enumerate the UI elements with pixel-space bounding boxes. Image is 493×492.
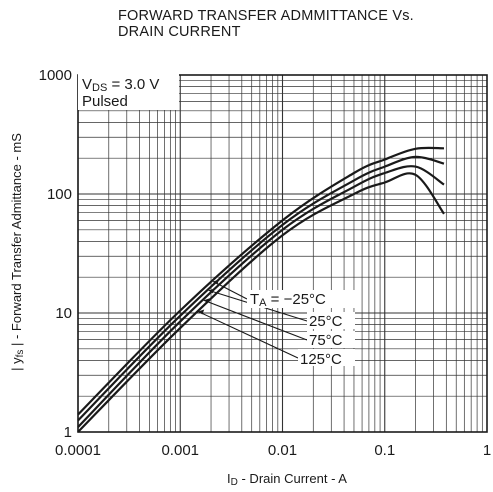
series-label-125c: 125°C [300,351,342,368]
legend-leader-line [212,280,248,300]
condition-vds: VDS = 3.0 V [82,76,159,94]
conditions-box [78,74,179,110]
x-tick-label: 0.001 [161,442,199,459]
y-tick-label: 10 [55,305,72,322]
plot-grid [77,75,487,433]
series-line-125c [77,172,445,433]
series-label-75c: 75°C [309,332,343,349]
x-tick-labels: 0.0001 0.001 0.01 0.1 1 [55,442,491,459]
series-label-bg-3 [298,349,355,366]
x-tick-label: 0.0001 [55,442,101,459]
series-label-bg-2 [307,331,355,348]
chart-title-line2: DRAIN CURRENT [118,24,241,40]
y-axis-label: | yfs | - Forward Transfer Admittance - … [9,133,26,371]
y-tick-label: 1 [64,424,72,441]
series-label-bg-0 [247,290,358,308]
y-tick-label: 100 [47,186,72,203]
series-line-25c [77,155,445,422]
x-tick-label: 0.01 [268,442,297,459]
legend-leader-arrow [203,298,210,304]
condition-pulsed: Pulsed [82,93,128,110]
legend-leader-line [203,299,308,341]
series-label-25c: 25°C [309,313,343,330]
legend-leader-line [198,311,299,359]
series-lines [77,146,445,433]
y-tick-labels: 1 10 100 1000 [39,67,72,441]
legend-leader-arrow [208,288,215,294]
x-tick-label: 0.1 [374,442,395,459]
x-tick-label: 1 [483,442,491,459]
series-label-bg-1 [307,312,355,329]
plot-frame [77,74,488,433]
series-line-75c [77,165,445,428]
chart-title: FORWARD TRANSFER ADMMITTANCE Vs. DRAIN C… [118,8,414,40]
y-tick-label: 1000 [39,67,72,84]
series-label-ta-minus25: TA = −25°C [250,291,326,309]
legend-leader-arrow [198,309,205,315]
legend-leader-arrow [213,279,220,285]
chart-title-line1: FORWARD TRANSFER ADMMITTANCE Vs. [118,8,414,24]
series-line-ta-minus25 [77,146,445,416]
x-axis-label: ID - Drain Current - A [227,471,347,488]
